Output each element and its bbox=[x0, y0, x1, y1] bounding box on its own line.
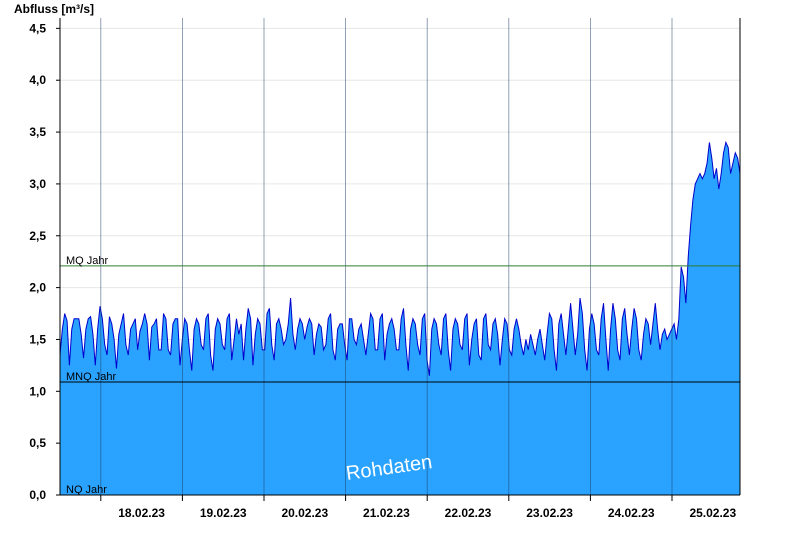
y-tick-label: 4,0 bbox=[29, 73, 46, 87]
x-tick-label: 25.02.23 bbox=[689, 506, 736, 520]
y-tick-label: 4,5 bbox=[29, 21, 46, 35]
series-area-fill bbox=[60, 142, 740, 495]
y-tick-label: 2,5 bbox=[29, 229, 46, 243]
x-tick-label: 21.02.23 bbox=[363, 506, 410, 520]
series-line bbox=[59, 140, 741, 376]
y-tick-label: 1,0 bbox=[29, 384, 46, 398]
x-tick-label: 24.02.23 bbox=[608, 506, 655, 520]
x-tick-label: 23.02.23 bbox=[526, 506, 573, 520]
y-tick-label: 0,0 bbox=[29, 488, 46, 502]
reference-lines: MQ Jahr MNQ Jahr NQ Jahr bbox=[60, 255, 740, 496]
y-tick-label: 1,5 bbox=[29, 332, 46, 346]
y-tick-label: 2,0 bbox=[29, 281, 46, 295]
reference-label: NQ Jahr bbox=[66, 484, 107, 496]
reference-label: MQ Jahr bbox=[66, 255, 109, 267]
x-tick-label: 20.02.23 bbox=[281, 506, 328, 520]
day-separator-lines bbox=[100, 18, 673, 501]
x-tick-label: 22.02.23 bbox=[445, 506, 492, 520]
y-axis-title: Abfluss [m³/s] bbox=[14, 2, 94, 16]
y-tick-labels: 0,0 0,5 1,0 1,5 2,0 2,5 3,0 3,5 4,0 4,5 bbox=[29, 21, 60, 502]
axes bbox=[59, 18, 741, 496]
x-tick-label: 19.02.23 bbox=[200, 506, 247, 520]
series-area bbox=[59, 140, 741, 495]
reference-label: MNQ Jahr bbox=[66, 371, 116, 383]
x-tick-labels: 18.02.23 19.02.23 20.02.23 21.02.23 22.02.23… bbox=[118, 506, 736, 520]
y-tick-label: 3,0 bbox=[29, 177, 46, 191]
y-tick-label: 3,5 bbox=[29, 125, 46, 139]
x-tick-label: 18.02.23 bbox=[118, 506, 165, 520]
y-tick-label: 0,5 bbox=[29, 436, 46, 450]
